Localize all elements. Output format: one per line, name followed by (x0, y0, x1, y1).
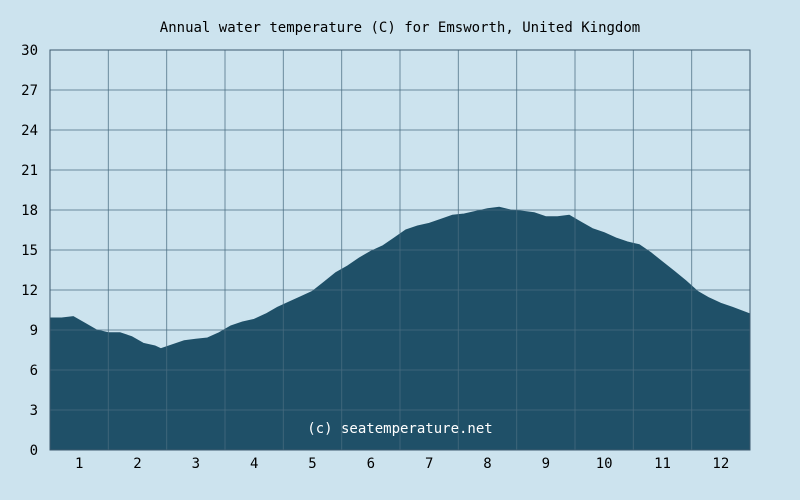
y-axis-ticks: 0 3 6 9 12 15 18 21 24 27 30 (21, 43, 38, 459)
x-tick-label: 6 (367, 456, 375, 472)
y-tick-label: 18 (21, 203, 38, 219)
y-tick-label: 0 (30, 443, 38, 459)
x-tick-label: 11 (654, 456, 671, 472)
x-tick-label: 5 (308, 456, 316, 472)
y-tick-label: 6 (30, 363, 38, 379)
x-tick-label: 9 (542, 456, 550, 472)
grid-layer (50, 49, 750, 451)
x-tick-label: 3 (192, 456, 200, 472)
plot-frame (49, 49, 751, 451)
watermark-text: (c) seatemperature.net (307, 421, 492, 437)
y-tick-label: 24 (21, 123, 38, 139)
x-tick-label: 12 (712, 456, 729, 472)
x-tick-label: 2 (133, 456, 141, 472)
y-tick-label: 3 (30, 403, 38, 419)
y-tick-label: 12 (21, 283, 38, 299)
y-tick-label: 15 (21, 243, 38, 259)
y-tick-label: 30 (21, 43, 38, 59)
x-tick-label: 1 (75, 456, 83, 472)
y-tick-label: 27 (21, 83, 38, 99)
chart-title: Annual water temperature (C) for Emswort… (160, 20, 640, 36)
x-tick-label: 8 (483, 456, 491, 472)
y-tick-label: 9 (30, 323, 38, 339)
x-tick-label: 7 (425, 456, 433, 472)
x-tick-label: 10 (596, 456, 613, 472)
y-tick-label: 21 (21, 163, 38, 179)
x-axis-ticks: 1 2 3 4 5 6 7 8 9 10 11 12 (75, 456, 729, 472)
x-tick-label: 4 (250, 456, 258, 472)
